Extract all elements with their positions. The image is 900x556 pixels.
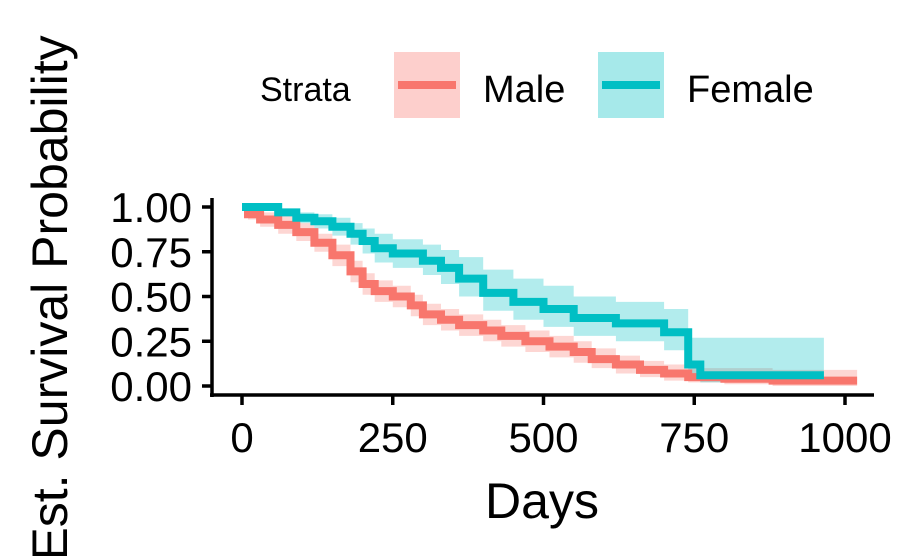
y-tick-label: 0.50: [110, 274, 192, 321]
x-tick-label: 0: [230, 414, 253, 461]
legend: Strata Male Female: [260, 52, 814, 118]
legend-label-female: Female: [687, 69, 814, 111]
confidence-bands: [242, 207, 858, 386]
y-tick-label: 0.75: [110, 229, 192, 276]
survival-curve-female: [242, 203, 824, 380]
legend-key-female: [598, 52, 664, 118]
legend-label-male: Male: [483, 69, 565, 111]
y-axis-title: Est. Survival Probability: [22, 35, 78, 556]
x-tick-label: 1000: [798, 414, 891, 461]
x-tick-label: 500: [508, 414, 578, 461]
x-ticks: 0 250 500 750 1000: [230, 395, 892, 461]
legend-key-male: [394, 52, 460, 118]
y-tick-label: 0.25: [110, 318, 192, 365]
x-axis-title: Days: [485, 473, 599, 529]
y-tick-label: 0.00: [110, 363, 192, 410]
survival-curve-male: [242, 203, 858, 385]
x-tick-label: 750: [659, 414, 729, 461]
confidence-band-female: [242, 207, 824, 383]
legend-title: Strata: [260, 71, 351, 109]
y-tick-label: 1.00: [110, 184, 192, 231]
y-ticks: 0.000.250.500.751.00: [110, 184, 212, 410]
survival-curves: [242, 203, 858, 385]
x-tick-label: 250: [358, 414, 428, 461]
